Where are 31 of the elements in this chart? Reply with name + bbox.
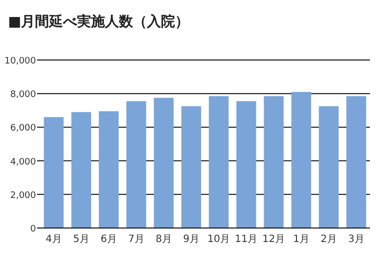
x-tick-label: 6月 [100,234,117,245]
x-tick-label: 7月 [128,234,144,245]
x-tick-label: 11月 [234,234,258,245]
x-tick-label: 5月 [73,234,90,245]
bar [291,92,312,228]
bar [264,96,284,228]
bar [181,106,202,228]
bar [44,117,64,228]
y-tick-label: 2,000 [10,190,36,201]
y-tick-label: 8,000 [10,90,36,100]
chart-title: ■月間延べ実施人数（入院） [8,13,190,30]
x-tick-label: 12月 [262,234,286,245]
bar [126,101,146,228]
y-tick-label: 10,000 [4,56,36,66]
y-tick-label: 6,000 [10,124,36,134]
x-tick-label: 2月 [320,234,337,245]
bar [71,112,92,228]
x-tick-label: 8月 [156,234,172,245]
y-tick-label: 4,000 [10,157,36,168]
x-tick-label: 10月 [207,234,230,245]
x-tick-label: 1月 [293,234,310,245]
x-tick-label: 4月 [46,234,62,245]
bar [236,101,256,228]
y-tick-label: 0 [30,224,36,234]
bar [98,111,119,228]
bar [208,96,229,228]
bar [318,106,339,228]
x-tick-label: 9月 [183,234,200,245]
bar [346,96,366,228]
bar [154,98,174,228]
x-tick-label: 3月 [348,234,364,245]
